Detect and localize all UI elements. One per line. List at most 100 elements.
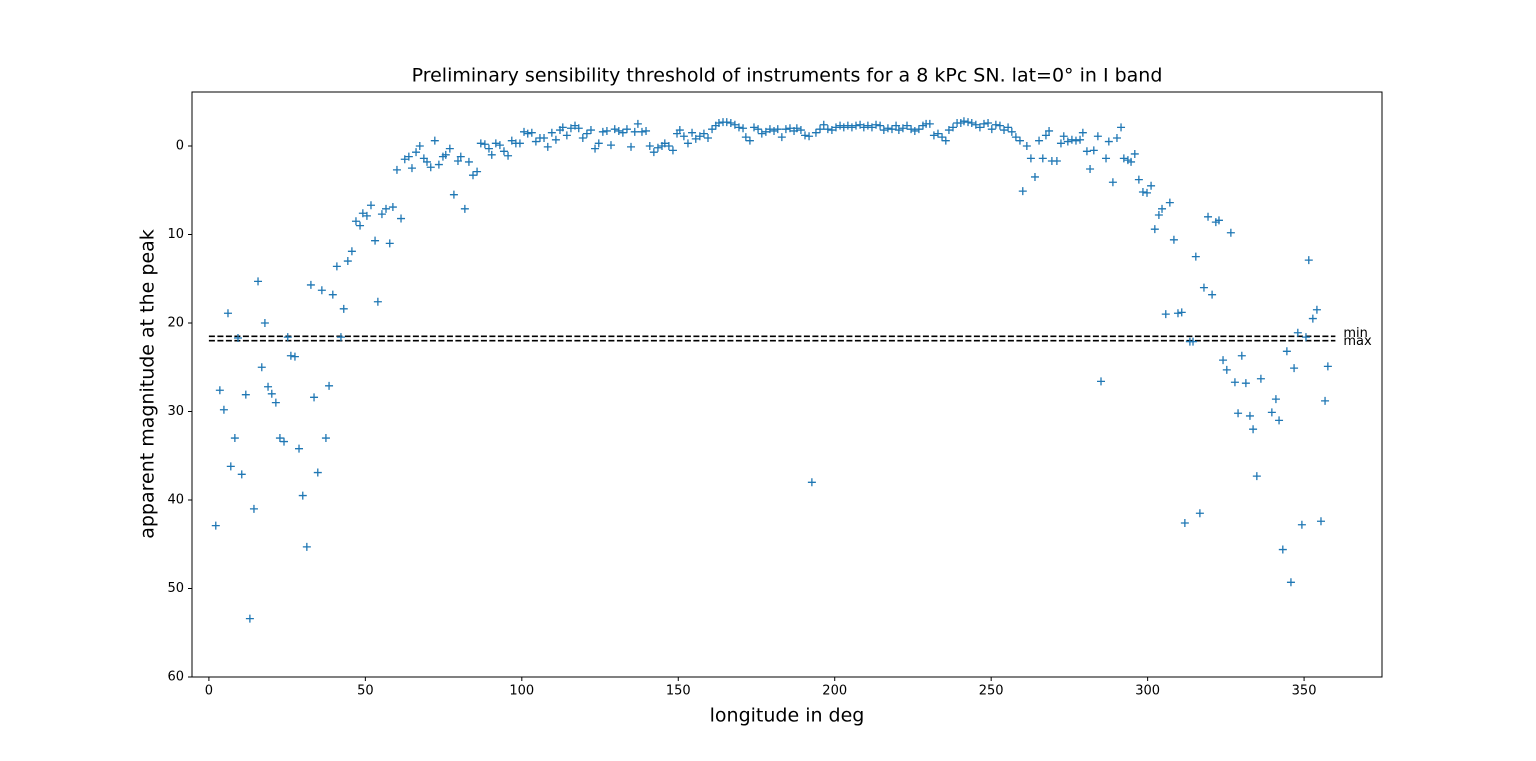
data-point <box>827 126 836 135</box>
data-point <box>1293 328 1302 337</box>
data-point <box>264 382 273 391</box>
y-axis-label: apparent magnitude at the peak <box>137 229 159 539</box>
data-point <box>1130 149 1139 158</box>
data-point <box>1308 314 1317 323</box>
data-point <box>925 119 934 128</box>
data-point <box>675 126 684 135</box>
data-point <box>602 126 611 135</box>
data-point <box>1063 137 1072 146</box>
data-point <box>1078 128 1087 137</box>
data-point <box>339 304 348 313</box>
data-point <box>781 125 790 134</box>
data-point <box>527 128 536 137</box>
chart-title: Preliminary sensibility threshold of ins… <box>412 65 1163 87</box>
data-point <box>366 201 375 210</box>
data-point <box>388 203 397 212</box>
data-point <box>226 462 235 471</box>
data-point <box>1282 347 1291 356</box>
data-point <box>1189 337 1197 346</box>
data-point <box>770 126 779 135</box>
data-point <box>610 125 619 134</box>
data-point <box>476 139 485 148</box>
data-point <box>867 123 876 132</box>
data-point <box>347 247 356 256</box>
data-point <box>843 121 852 130</box>
data-point <box>1119 154 1128 163</box>
data-point <box>708 125 717 134</box>
data-point <box>267 389 276 398</box>
data-point <box>313 468 322 477</box>
data-point <box>796 126 805 135</box>
x-tick-label: 250 <box>979 684 1004 699</box>
data-point <box>245 614 254 623</box>
data-point <box>714 118 723 127</box>
y-tick-label: 0 <box>176 138 184 153</box>
data-point <box>491 139 500 148</box>
data-point <box>582 129 591 138</box>
data-point <box>805 132 814 141</box>
data-point <box>765 125 774 134</box>
data-point <box>223 309 232 318</box>
data-point <box>578 134 587 143</box>
data-point <box>1026 154 1035 163</box>
data-point <box>298 491 307 500</box>
data-point <box>325 381 334 390</box>
data-point <box>377 210 386 219</box>
data-point <box>211 521 220 530</box>
data-point <box>851 121 860 130</box>
data-point <box>1177 308 1186 317</box>
data-point <box>317 286 326 295</box>
data-point <box>1059 132 1068 141</box>
data-point <box>745 136 754 145</box>
data-point <box>883 124 892 133</box>
data-point <box>233 334 242 343</box>
data-point <box>872 120 881 129</box>
data-point <box>487 150 496 159</box>
data-point <box>1214 216 1223 225</box>
data-point <box>618 128 627 137</box>
data-point <box>664 141 673 150</box>
data-point <box>777 133 786 142</box>
data-point <box>306 280 315 289</box>
data-point <box>739 124 748 133</box>
data-point <box>1208 290 1217 299</box>
data-point <box>1117 123 1126 132</box>
data-point <box>415 141 424 150</box>
data-point <box>903 121 912 130</box>
data-point <box>1286 578 1295 587</box>
data-point <box>328 290 337 299</box>
data-point <box>1252 472 1261 481</box>
data-point <box>1245 411 1254 420</box>
data-point <box>1271 395 1280 404</box>
threshold-label: max <box>1343 334 1372 349</box>
data-point <box>1089 146 1098 155</box>
data-point <box>279 437 288 446</box>
data-point <box>807 478 816 487</box>
y-tick-label: 10 <box>167 227 184 242</box>
data-point <box>449 190 458 199</box>
data-point <box>964 118 973 127</box>
data-point <box>836 121 845 130</box>
data-point <box>1038 154 1047 163</box>
data-point <box>1007 127 1016 136</box>
data-point <box>683 139 692 148</box>
data-point <box>910 126 919 135</box>
data-point <box>1226 228 1235 237</box>
data-point <box>1323 362 1332 371</box>
data-point <box>254 277 263 286</box>
x-tick-label: 100 <box>509 684 534 699</box>
data-point <box>754 125 763 134</box>
x-tick-label: 150 <box>666 684 691 699</box>
threshold-label: min <box>1343 326 1368 341</box>
data-point <box>1097 377 1106 386</box>
data-point <box>941 136 950 145</box>
data-point <box>1035 136 1044 145</box>
data-point <box>1230 378 1239 387</box>
data-point <box>688 128 697 137</box>
data-point <box>1018 187 1027 196</box>
data-point <box>400 155 409 164</box>
data-point <box>1199 283 1208 292</box>
data-point <box>1138 188 1147 197</box>
data-point <box>984 118 993 127</box>
